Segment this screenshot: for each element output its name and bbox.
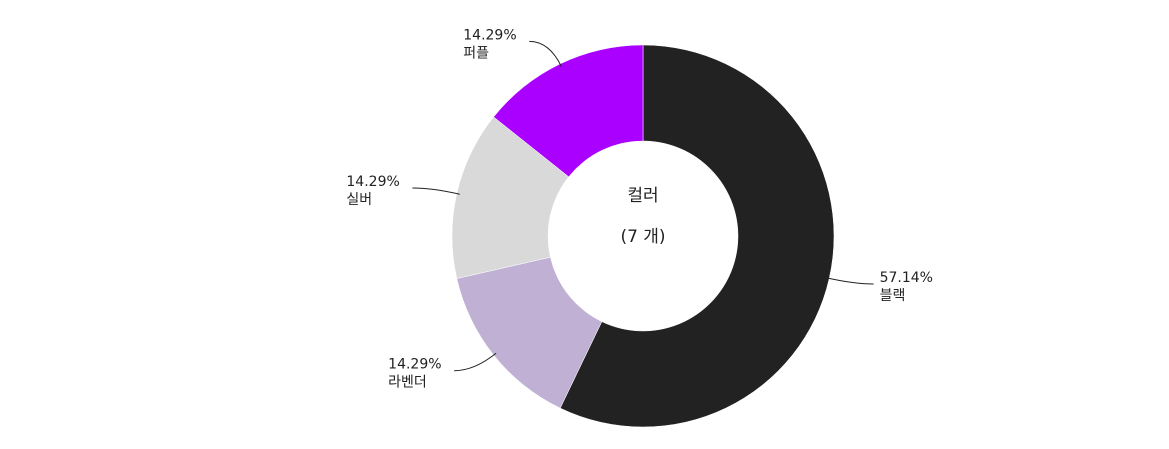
slice-value-label: 14.29% <box>346 174 399 190</box>
leader-line <box>412 187 460 195</box>
slice-category-label: 실버 <box>346 192 372 208</box>
slice-category-label: 라벤더 <box>388 375 427 391</box>
slice-value-label: 14.29% <box>463 27 516 43</box>
slice-value-label: 57.14% <box>880 270 933 286</box>
center-subtitle: (7 개) <box>620 227 665 247</box>
center-title: 컬러 <box>627 186 658 206</box>
donut-slice <box>559 44 835 428</box>
leader-line <box>826 277 874 285</box>
slice-category-label: 블랙 <box>880 288 906 304</box>
leader-line <box>454 352 497 372</box>
donut-slice <box>493 44 644 178</box>
slice-category-label: 퍼플 <box>463 45 489 61</box>
slice-value-label: 14.29% <box>388 357 441 373</box>
leader-line <box>529 40 562 67</box>
